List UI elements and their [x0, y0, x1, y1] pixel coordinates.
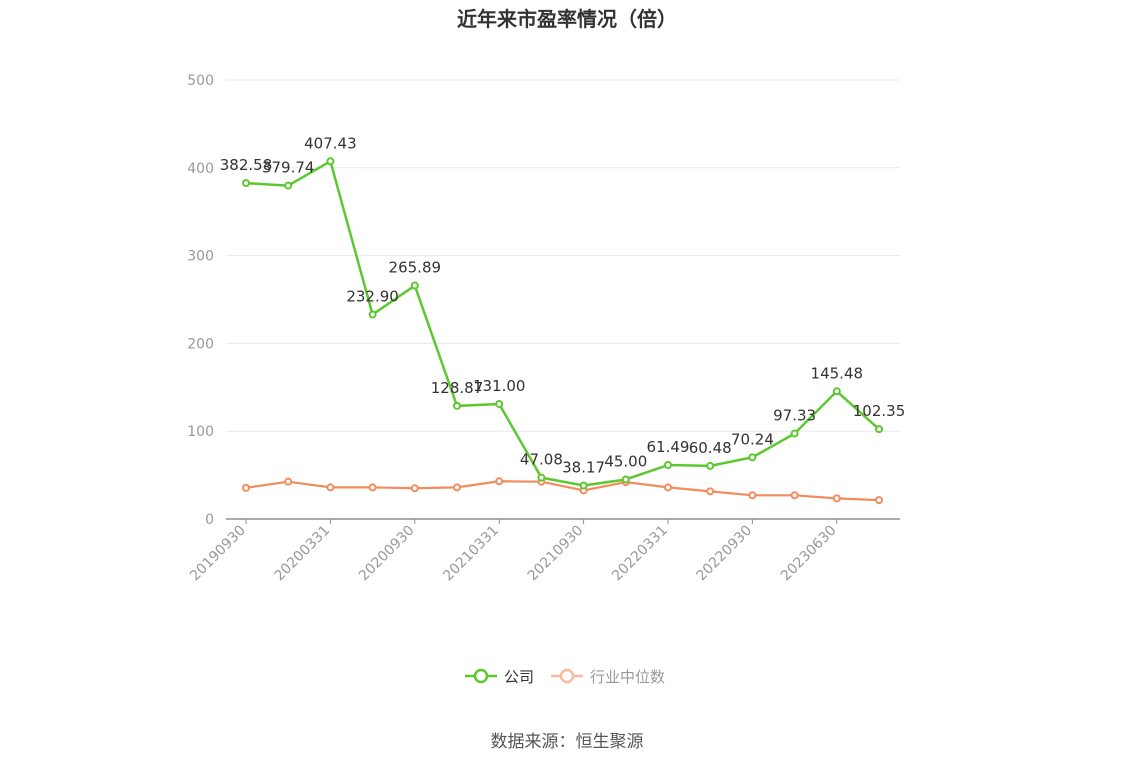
data-point — [875, 496, 883, 505]
x-tick-label: 20200930 — [356, 523, 418, 585]
data-label: 61.49 — [647, 438, 690, 456]
legend-marker — [559, 668, 575, 684]
x-tick-label: 20220331 — [609, 523, 671, 585]
y-axis-ticks: 0 100 200 300 400 500 — [187, 73, 214, 528]
data-point — [326, 157, 335, 166]
data-label: 97.33 — [773, 407, 816, 425]
data-point — [410, 281, 419, 290]
x-tick-label: 20210331 — [440, 523, 502, 585]
data-point — [326, 483, 335, 492]
data-point — [410, 484, 419, 493]
y-tick-label: 400 — [187, 161, 214, 177]
data-label: 407.43 — [304, 134, 357, 152]
series-line-company — [245, 160, 880, 487]
data-label: 47.08 — [520, 451, 563, 469]
legend-item-industry-median[interactable]: 行业中位数 — [551, 668, 665, 686]
data-point — [495, 477, 504, 486]
data-point — [368, 310, 377, 319]
data-point — [832, 387, 841, 396]
data-point — [790, 491, 799, 500]
data-point — [368, 483, 377, 492]
y-tick-label: 300 — [187, 249, 214, 265]
data-point — [284, 477, 293, 486]
data-label: 45.00 — [604, 452, 647, 470]
data-label: 145.48 — [811, 364, 864, 382]
data-point — [832, 494, 841, 503]
y-tick-label: 100 — [187, 424, 214, 440]
y-tick-label: 0 — [205, 512, 214, 528]
data-label: 382.58 — [220, 156, 273, 174]
data-point — [706, 461, 715, 470]
legend-label: 行业中位数 — [590, 668, 665, 686]
data-point — [537, 473, 546, 482]
data-point — [242, 483, 250, 492]
data-label: 265.89 — [389, 259, 442, 277]
data-point — [453, 401, 461, 410]
data-point — [706, 487, 715, 496]
data-label: 102.35 — [853, 402, 906, 420]
data-label: 379.74 — [262, 159, 315, 177]
data-point — [790, 429, 799, 438]
chart-title: 近年来市盈率情况（倍） — [457, 7, 677, 31]
data-point — [495, 399, 504, 408]
data-label: 128.87 — [431, 379, 484, 397]
legend-marker — [473, 668, 489, 684]
x-tick-label: 20210930 — [525, 523, 587, 585]
legend[interactable]: 公司 行业中位数 — [465, 668, 665, 686]
data-point — [621, 475, 630, 484]
series-line-industry-median — [245, 480, 880, 502]
data-label: 60.48 — [689, 439, 732, 457]
data-label: 232.90 — [346, 288, 399, 306]
data-label: 131.00 — [473, 377, 526, 395]
grid-lines — [226, 79, 900, 432]
data-label: 38.17 — [562, 458, 605, 476]
data-point — [748, 491, 757, 500]
x-tick-label: 20190930 — [187, 523, 249, 585]
legend-label: 公司 — [504, 668, 534, 686]
x-axis: 20190930 20200331 20200930 20210331 20210930… — [187, 518, 900, 585]
series-lines — [242, 157, 883, 505]
source-note: 数据来源：恒生聚源 — [491, 732, 644, 752]
y-tick-label: 200 — [187, 336, 214, 352]
data-point — [664, 483, 672, 492]
y-tick-label: 500 — [187, 73, 214, 89]
x-tick-label: 20220930 — [694, 523, 756, 585]
x-tick-label: 20230630 — [778, 523, 840, 585]
data-point — [748, 453, 757, 462]
legend-item-company[interactable]: 公司 — [465, 668, 534, 686]
x-tick-label: 20200331 — [272, 523, 334, 585]
data-point — [875, 425, 883, 434]
data-point — [242, 179, 250, 188]
data-point — [284, 181, 293, 190]
data-label: 70.24 — [731, 430, 774, 448]
data-point — [579, 481, 588, 490]
data-point — [453, 483, 461, 492]
data-point — [664, 461, 672, 470]
